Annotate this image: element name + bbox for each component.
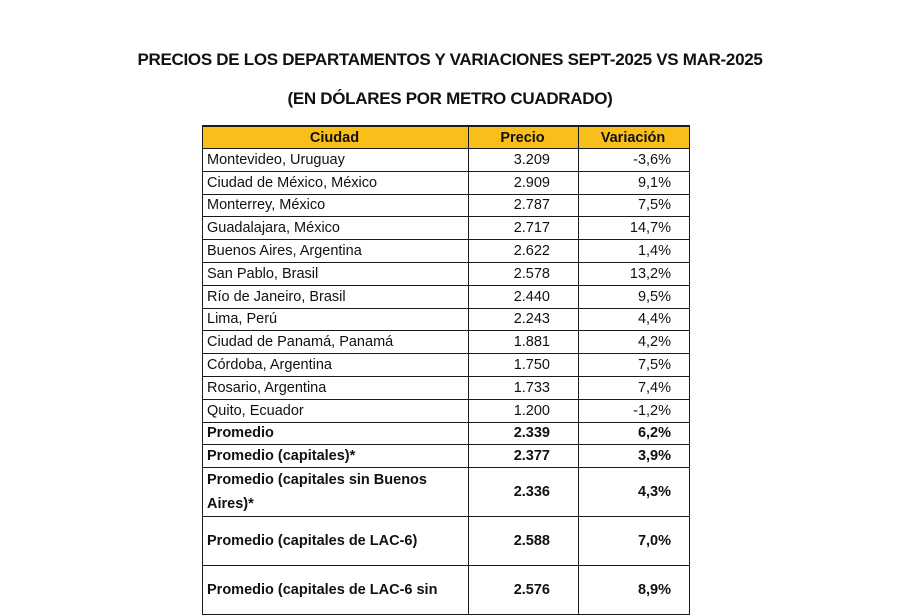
city-cell: Montevideo, Uruguay — [202, 148, 469, 172]
variation-cell: 7,5% — [578, 193, 690, 218]
price-cell: 2.578 — [468, 261, 579, 286]
city-cell: Lima, Perú — [202, 307, 469, 332]
variation-cell: 9,5% — [578, 284, 690, 309]
column-header-city: Ciudad — [202, 125, 469, 149]
summary-row-lac6-capitals: Promedio (capitales de LAC-6) 2.588 7,0% — [202, 516, 690, 567]
variation-cell: 3,9% — [578, 444, 690, 469]
price-cell: 2.717 — [468, 216, 579, 241]
city-cell: Buenos Aires, Argentina — [202, 239, 469, 263]
table-row: Ciudad de Panamá, Panamá 1.881 4,2% — [202, 330, 690, 355]
table-row: Buenos Aires, Argentina 2.622 1,4% — [202, 239, 690, 263]
variation-cell: 9,1% — [578, 170, 690, 195]
variation-cell: 1,4% — [578, 239, 690, 263]
city-cell: Ciudad de Panamá, Panamá — [202, 330, 469, 355]
column-header-price: Precio — [468, 125, 579, 149]
price-table: Ciudad Precio Variación Montevideo, Urug… — [202, 125, 690, 615]
variation-cell: 4,3% — [578, 467, 690, 518]
city-cell: Rosario, Argentina — [202, 375, 469, 400]
document-title: PRECIOS DE LOS DEPARTAMENTOS Y VARIACION… — [137, 50, 763, 69]
variation-cell: -1,2% — [578, 398, 690, 423]
city-cell: San Pablo, Brasil — [202, 261, 469, 286]
city-cell: Guadalajara, México — [202, 216, 469, 241]
city-cell: Promedio (capitales)* — [202, 444, 469, 469]
price-cell: 3.209 — [468, 148, 579, 172]
price-cell: 2.440 — [468, 284, 579, 309]
summary-row-average: Promedio 2.339 6,2% — [202, 421, 690, 446]
city-cell: Río de Janeiro, Brasil — [202, 284, 469, 309]
price-cell: 1.750 — [468, 353, 579, 377]
price-cell: 1.200 — [468, 398, 579, 423]
city-cell: Ciudad de México, México — [202, 170, 469, 195]
table-row: Guadalajara, México 2.717 14,7% — [202, 216, 690, 241]
price-cell: 2.576 — [468, 565, 579, 615]
variation-cell: -3,6% — [578, 148, 690, 172]
price-cell: 1.733 — [468, 375, 579, 400]
price-cell: 2.787 — [468, 193, 579, 218]
city-cell: Promedio (capitales de LAC-6) — [202, 516, 469, 567]
table-row: Montevideo, Uruguay 3.209 -3,6% — [202, 148, 690, 172]
price-cell: 2.243 — [468, 307, 579, 332]
variation-cell: 4,4% — [578, 307, 690, 332]
city-cell: Promedio (capitales sin Buenos Aires)* — [202, 467, 469, 518]
price-cell: 2.909 — [468, 170, 579, 195]
price-cell: 2.622 — [468, 239, 579, 263]
city-cell: Córdoba, Argentina — [202, 353, 469, 377]
table-row: San Pablo, Brasil 2.578 13,2% — [202, 261, 690, 286]
table-row: Quito, Ecuador 1.200 -1,2% — [202, 398, 690, 423]
variation-cell: 6,2% — [578, 421, 690, 446]
variation-cell: 7,4% — [578, 375, 690, 400]
variation-cell: 13,2% — [578, 261, 690, 286]
summary-row-capitals: Promedio (capitales)* 2.377 3,9% — [202, 444, 690, 469]
price-cell: 2.588 — [468, 516, 579, 567]
document-subtitle: (EN DÓLARES POR METRO CUADRADO) — [287, 89, 613, 108]
variation-cell: 7,0% — [578, 516, 690, 567]
price-cell: 2.336 — [468, 467, 579, 518]
table-header-row: Ciudad Precio Variación — [202, 125, 690, 149]
city-cell: Monterrey, México — [202, 193, 469, 218]
price-cell: 2.339 — [468, 421, 579, 446]
table-row: Córdoba, Argentina 1.750 7,5% — [202, 353, 690, 377]
price-cell: 2.377 — [468, 444, 579, 469]
city-cell: Promedio (capitales de LAC-6 sin — [202, 565, 469, 615]
column-header-variation: Variación — [578, 125, 690, 149]
table-row: Monterrey, México 2.787 7,5% — [202, 193, 690, 218]
table-row: Ciudad de México, México 2.909 9,1% — [202, 170, 690, 195]
variation-cell: 8,9% — [578, 565, 690, 615]
variation-cell: 14,7% — [578, 216, 690, 241]
summary-row-lac6-capitals-partial: Promedio (capitales de LAC-6 sin 2.576 8… — [202, 565, 690, 615]
variation-cell: 7,5% — [578, 353, 690, 377]
summary-row-capitals-no-buenos-aires: Promedio (capitales sin Buenos Aires)* 2… — [202, 467, 690, 518]
city-cell: Quito, Ecuador — [202, 398, 469, 423]
table-row: Lima, Perú 2.243 4,4% — [202, 307, 690, 332]
price-cell: 1.881 — [468, 330, 579, 355]
table-row: Río de Janeiro, Brasil 2.440 9,5% — [202, 284, 690, 309]
table-row: Rosario, Argentina 1.733 7,4% — [202, 375, 690, 400]
city-cell: Promedio — [202, 421, 469, 446]
variation-cell: 4,2% — [578, 330, 690, 355]
